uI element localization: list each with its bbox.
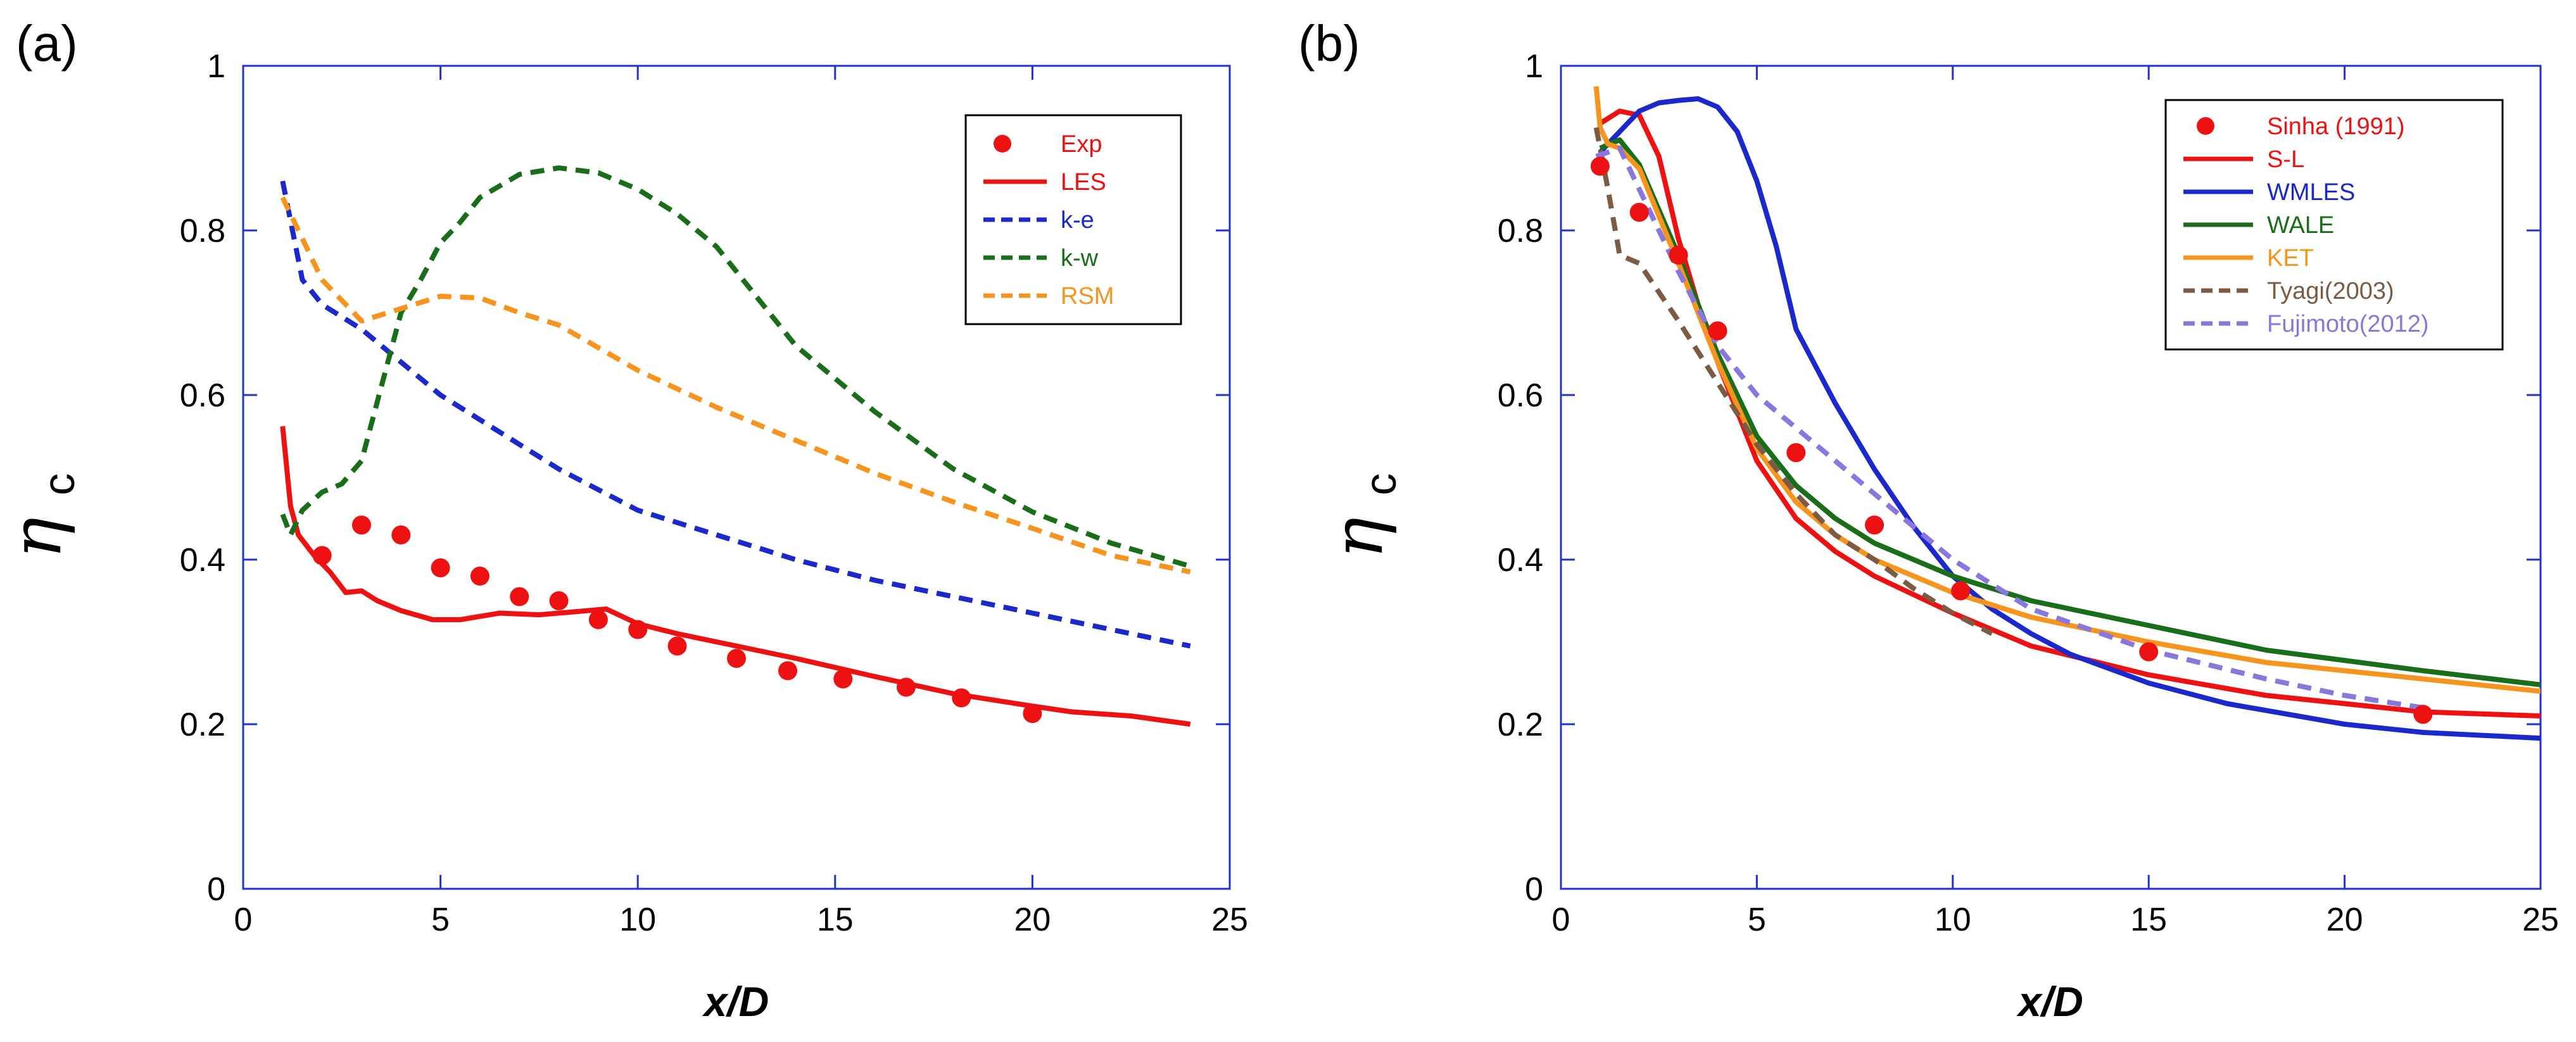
series-exp-point — [312, 546, 332, 565]
plot-area — [280, 165, 1191, 727]
x-tick-label: 0 — [234, 901, 253, 938]
series-tyagi-2003-line — [1593, 127, 1993, 636]
series-k-e-line — [280, 180, 1191, 649]
y-axis-label: ηc — [1317, 474, 1405, 559]
series-exp-point — [778, 661, 798, 681]
x-tick-label: 0 — [1552, 901, 1570, 938]
series-fujimoto-2012-line — [1595, 146, 2424, 710]
panel-a: 0 5 10 15 20 25 0 0.2 0.4 0.6 0.8 1 (a) x/D ηc Exp LES k-… — [0, 15, 1248, 1025]
series-les-line — [280, 426, 1191, 727]
y-tick-label: 0 — [1525, 871, 1543, 908]
legend: Exp LES k-e k-w RSM — [964, 114, 1182, 325]
y-axis-label-subscript: c — [34, 474, 84, 496]
y-tick-label: 0.6 — [180, 377, 225, 414]
series-exp-point — [833, 669, 853, 689]
y-tick-label: 0.4 — [180, 542, 225, 579]
x-tick-label: 25 — [2522, 901, 2559, 938]
x-axis-label: x/D — [702, 978, 769, 1025]
series-k-w-line — [280, 165, 1191, 569]
series-exp-point — [549, 591, 569, 610]
x-tick-label: 15 — [2130, 901, 2167, 938]
series-s-l-line — [1598, 108, 2541, 719]
y-axis-label-symbol: η — [0, 517, 77, 559]
series-sinha-1991-point — [1865, 515, 1885, 535]
series-sinha-1991-point — [1708, 321, 1727, 341]
series-sinha-1991-point — [1669, 246, 1688, 265]
series-exp-point — [896, 677, 916, 697]
legend-rsm-label: RSM — [1061, 283, 1114, 310]
legend-sinha-1991-label: Sinha (1991) — [2267, 113, 2405, 140]
series-exp-point — [351, 515, 371, 535]
y-tick-label: 1 — [1525, 48, 1543, 85]
x-tick-label: 15 — [817, 901, 854, 938]
series-ket-line — [1593, 86, 2541, 694]
x-tick-label: 10 — [619, 901, 656, 938]
x-tick-label: 5 — [431, 901, 450, 938]
y-tick-label: 0.4 — [1498, 542, 1543, 579]
legend: Sinha (1991) S-L WMLES WALE KET Tyagi(2003) Fu… — [2164, 99, 2504, 351]
series-exp-point — [727, 649, 746, 668]
series-rsm-line — [280, 196, 1191, 575]
plot-frame — [242, 65, 1231, 890]
series-exp-point — [510, 587, 529, 606]
series-exp-point — [431, 558, 450, 577]
legend-s-l-label: S-L — [2267, 146, 2304, 173]
x-tick-label: 25 — [1211, 901, 1248, 938]
y-axis-label-symbol: η — [1317, 517, 1398, 559]
series-exp-point — [470, 567, 489, 586]
x-tick-label: 20 — [1014, 901, 1051, 938]
legend-k-e-label: k-e — [1061, 207, 1094, 234]
legend-les-label: LES — [1061, 169, 1106, 196]
legend-k-w-label: k-w — [1061, 245, 1099, 272]
series-exp-point — [952, 688, 971, 708]
series-wmles-line — [1598, 96, 2541, 741]
y-tick-label: 0.6 — [1498, 377, 1543, 414]
panel-label: (a) — [16, 15, 78, 72]
x-tick-label: 20 — [2327, 901, 2363, 938]
panel-label: (b) — [1298, 15, 1360, 72]
y-tick-label: 0.8 — [1498, 213, 1543, 249]
series-sinha-1991-point — [1786, 443, 1806, 462]
y-tick-label: 0.8 — [180, 213, 225, 249]
series-sinha-1991-point — [2413, 705, 2433, 724]
y-tick-label: 0 — [207, 871, 225, 908]
series-exp-point — [628, 620, 648, 639]
y-tick-label: 0.2 — [1498, 706, 1543, 743]
series-exp-point — [588, 610, 608, 629]
y-axis-label-subscript: c — [1356, 474, 1405, 496]
panel-b: 0 5 10 15 20 25 0 0.2 0.4 0.6 0.8 1 (b) x/D ηc Sinha (1… — [1298, 15, 2559, 1025]
legend-ket-label: KET — [2267, 245, 2314, 272]
legend-tyagi-2003-label: Tyagi(2003) — [2267, 278, 2394, 304]
series-sinha-1991-point — [1629, 203, 1649, 222]
y-tick-label: 0.2 — [180, 706, 225, 743]
series-sinha-1991-point — [1590, 156, 1610, 176]
y-tick-label: 1 — [207, 48, 225, 85]
legend-exp-label: Exp — [1061, 131, 1102, 158]
series-sinha-1991-point — [2139, 642, 2159, 662]
series-exp-point — [391, 525, 411, 544]
plot-frame — [1560, 65, 2542, 890]
x-tick-label: 5 — [1748, 901, 1766, 938]
legend-wale-label: WALE — [2267, 212, 2334, 239]
legend-wmles-label: WMLES — [2267, 179, 2355, 206]
series-sinha-1991-point — [1951, 581, 1971, 601]
x-axis-label: x/D — [2016, 978, 2083, 1025]
x-tick-label: 10 — [1935, 901, 1971, 938]
legend-exp-marker — [994, 135, 1011, 153]
y-axis-label: ηc — [0, 474, 84, 559]
legend-fujimoto-2012-label: Fujimoto(2012) — [2267, 311, 2429, 337]
legend-sinha-1991-marker — [2197, 117, 2214, 135]
series-exp-point — [667, 636, 687, 656]
plot-area — [1590, 86, 2541, 741]
series-exp-point — [1023, 704, 1042, 724]
